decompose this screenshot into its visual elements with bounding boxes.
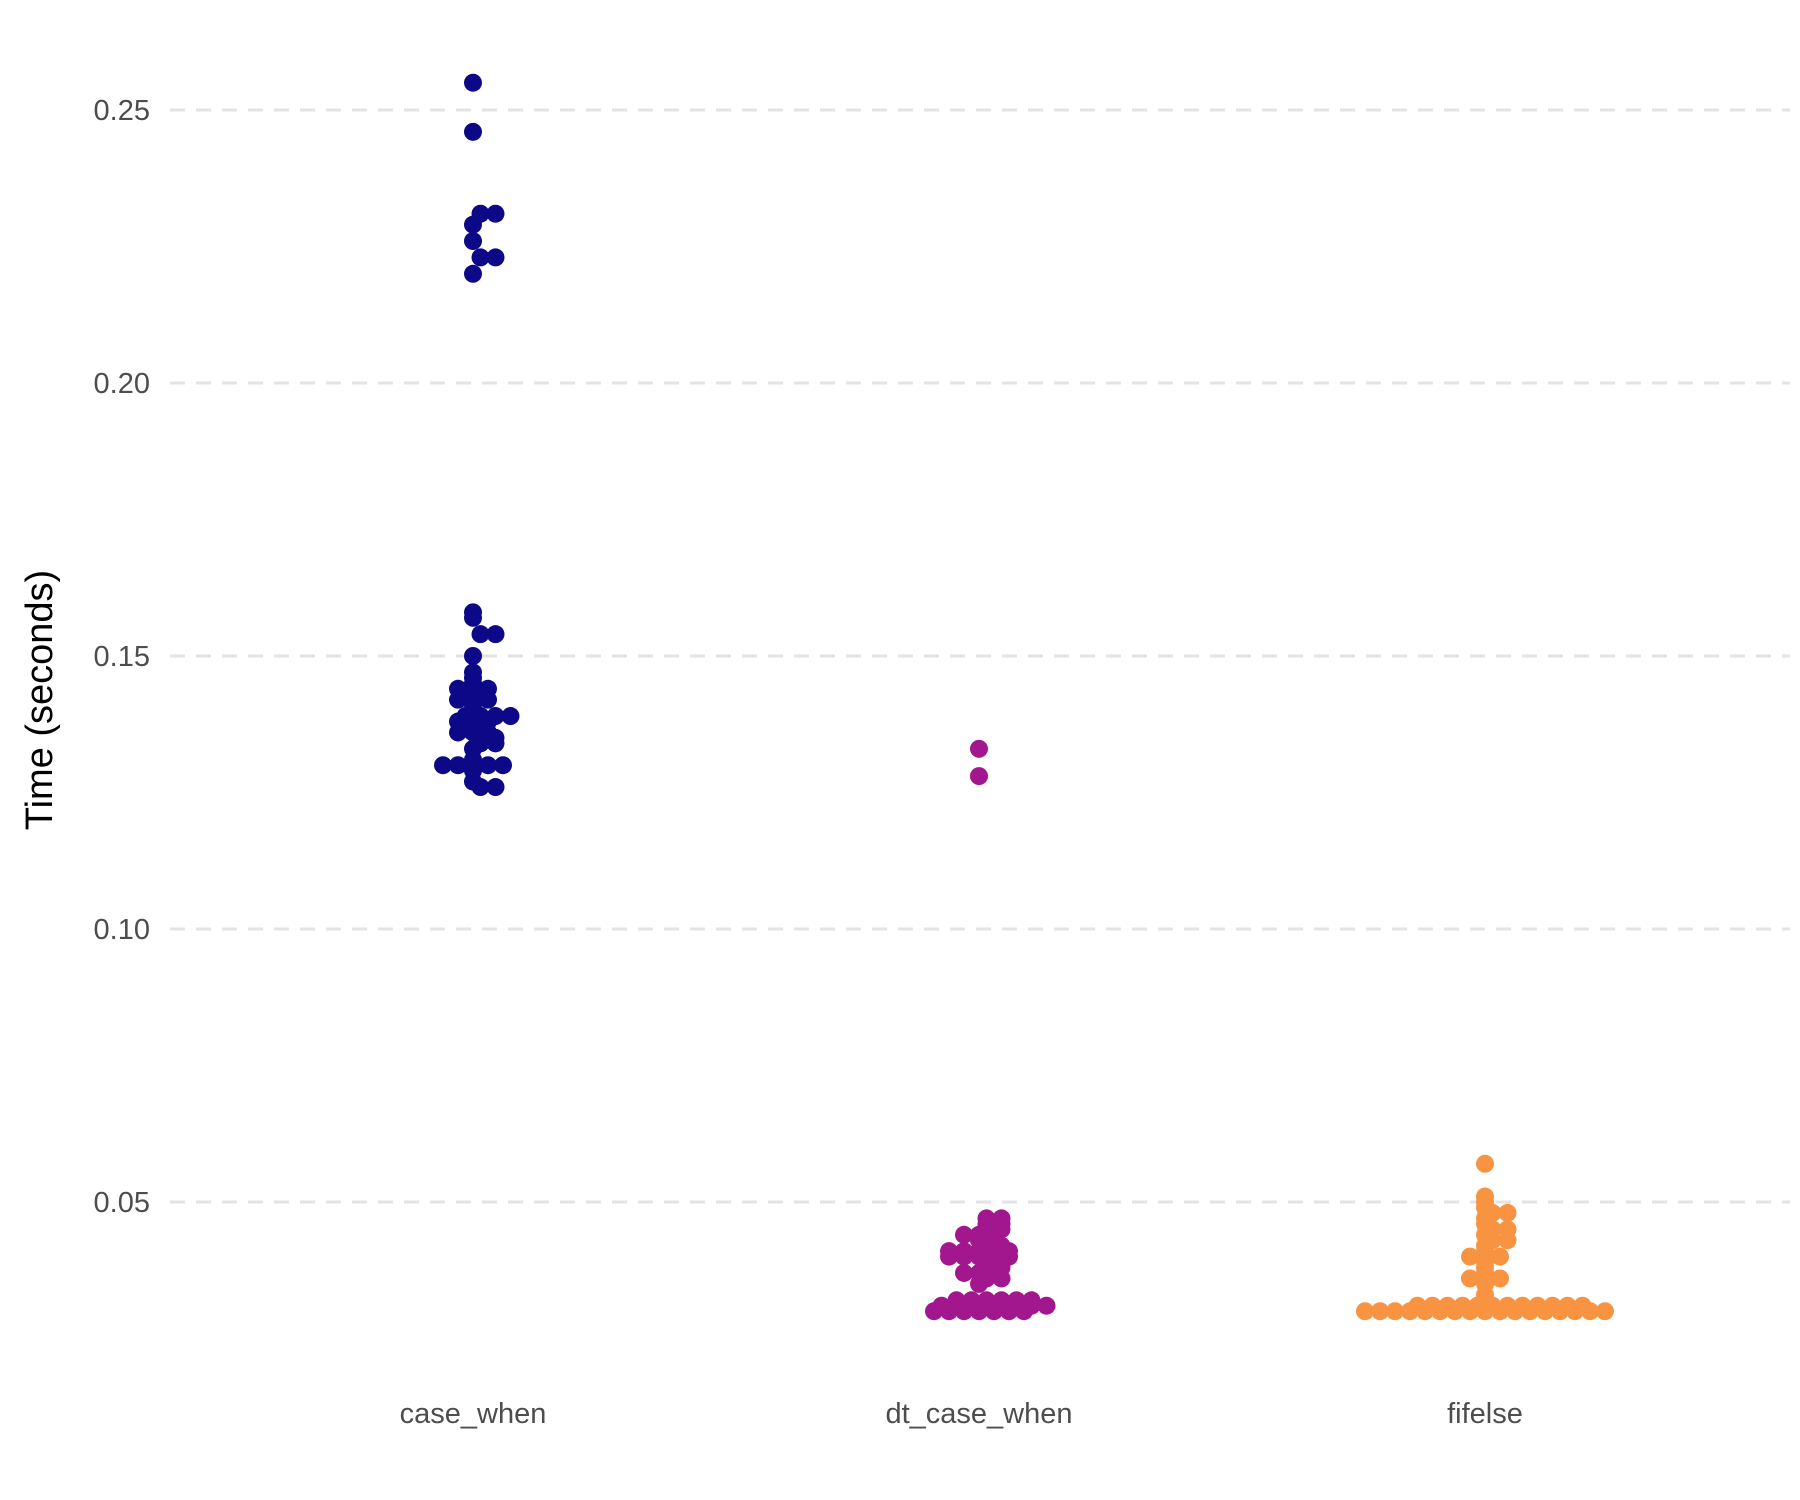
- data-point: [1461, 1247, 1479, 1266]
- data-point: [501, 707, 520, 726]
- data-point: [992, 1209, 1011, 1228]
- data-point: [486, 707, 505, 726]
- data-point: [464, 647, 482, 665]
- data-point: [449, 756, 467, 775]
- data-point: [1037, 1296, 1056, 1315]
- x-tick-label: fifelse: [1447, 1398, 1523, 1430]
- data-point: [479, 756, 497, 775]
- data-point: [1408, 1296, 1427, 1315]
- y-tick-label: 0.10: [94, 914, 150, 946]
- data-point: [1461, 1269, 1479, 1288]
- data-point: [479, 679, 497, 698]
- data-point: [1498, 1203, 1517, 1222]
- data-point: [486, 625, 505, 644]
- x-tick-label: case_when: [400, 1398, 547, 1430]
- data-point: [1498, 1220, 1517, 1239]
- data-point: [1543, 1296, 1562, 1315]
- data-point: [1513, 1296, 1532, 1315]
- data-point: [962, 1291, 981, 1310]
- data-point: [955, 1263, 973, 1282]
- data-point: [1022, 1291, 1041, 1310]
- data-point: [434, 756, 452, 775]
- data-point: [977, 1209, 996, 1228]
- data-point: [1476, 1154, 1494, 1173]
- data-point: [1007, 1291, 1026, 1310]
- y-axis-tick-labels: 0.05 0.10 0.15 0.20 0.25: [94, 95, 150, 1219]
- y-tick-label: 0.25: [94, 95, 150, 127]
- data-point: [1558, 1296, 1577, 1315]
- data-point: [471, 204, 490, 223]
- data-point: [955, 1242, 973, 1261]
- data-point: [1438, 1296, 1457, 1315]
- y-tick-label: 0.20: [94, 368, 150, 400]
- y-axis-title: Time (seconds): [19, 570, 61, 830]
- data-point: [464, 73, 482, 92]
- data-point: [970, 739, 988, 758]
- data-point: [1386, 1302, 1404, 1321]
- data-point: [464, 264, 482, 283]
- data-point: [1453, 1296, 1472, 1315]
- data-point: [1491, 1269, 1509, 1288]
- data-point: [494, 756, 512, 775]
- data-point: [464, 232, 482, 251]
- data-point: [486, 778, 505, 797]
- data-point: [1476, 1187, 1494, 1206]
- data-point: [486, 248, 505, 267]
- data-point: [947, 1291, 966, 1310]
- x-axis-tick-labels: case_when dt_case_when fifelse: [400, 1398, 1523, 1430]
- data-point: [464, 603, 482, 622]
- data-point: [464, 663, 482, 682]
- data-point: [1356, 1302, 1374, 1321]
- data-point: [1371, 1302, 1389, 1321]
- data-point: [992, 1291, 1011, 1310]
- data-point: [1423, 1296, 1442, 1315]
- data-point: [1596, 1302, 1614, 1321]
- data-point: [940, 1242, 958, 1261]
- data-point: [1573, 1296, 1592, 1315]
- gridlines: [170, 108, 1790, 1204]
- data-point: [1498, 1296, 1517, 1315]
- data-point: [970, 767, 988, 786]
- data-points: [434, 73, 1614, 1321]
- data-point: [471, 625, 490, 644]
- y-tick-label: 0.15: [94, 641, 150, 673]
- data-point: [1491, 1247, 1509, 1266]
- data-point: [955, 1225, 973, 1244]
- x-tick-label: dt_case_when: [885, 1398, 1072, 1430]
- data-point: [464, 122, 482, 141]
- data-point: [486, 204, 505, 223]
- data-point: [977, 1291, 996, 1310]
- data-point: [932, 1296, 951, 1315]
- data-point: [471, 248, 490, 267]
- data-point: [1528, 1296, 1547, 1315]
- y-tick-label: 0.05: [94, 1187, 150, 1219]
- data-point: [449, 679, 467, 698]
